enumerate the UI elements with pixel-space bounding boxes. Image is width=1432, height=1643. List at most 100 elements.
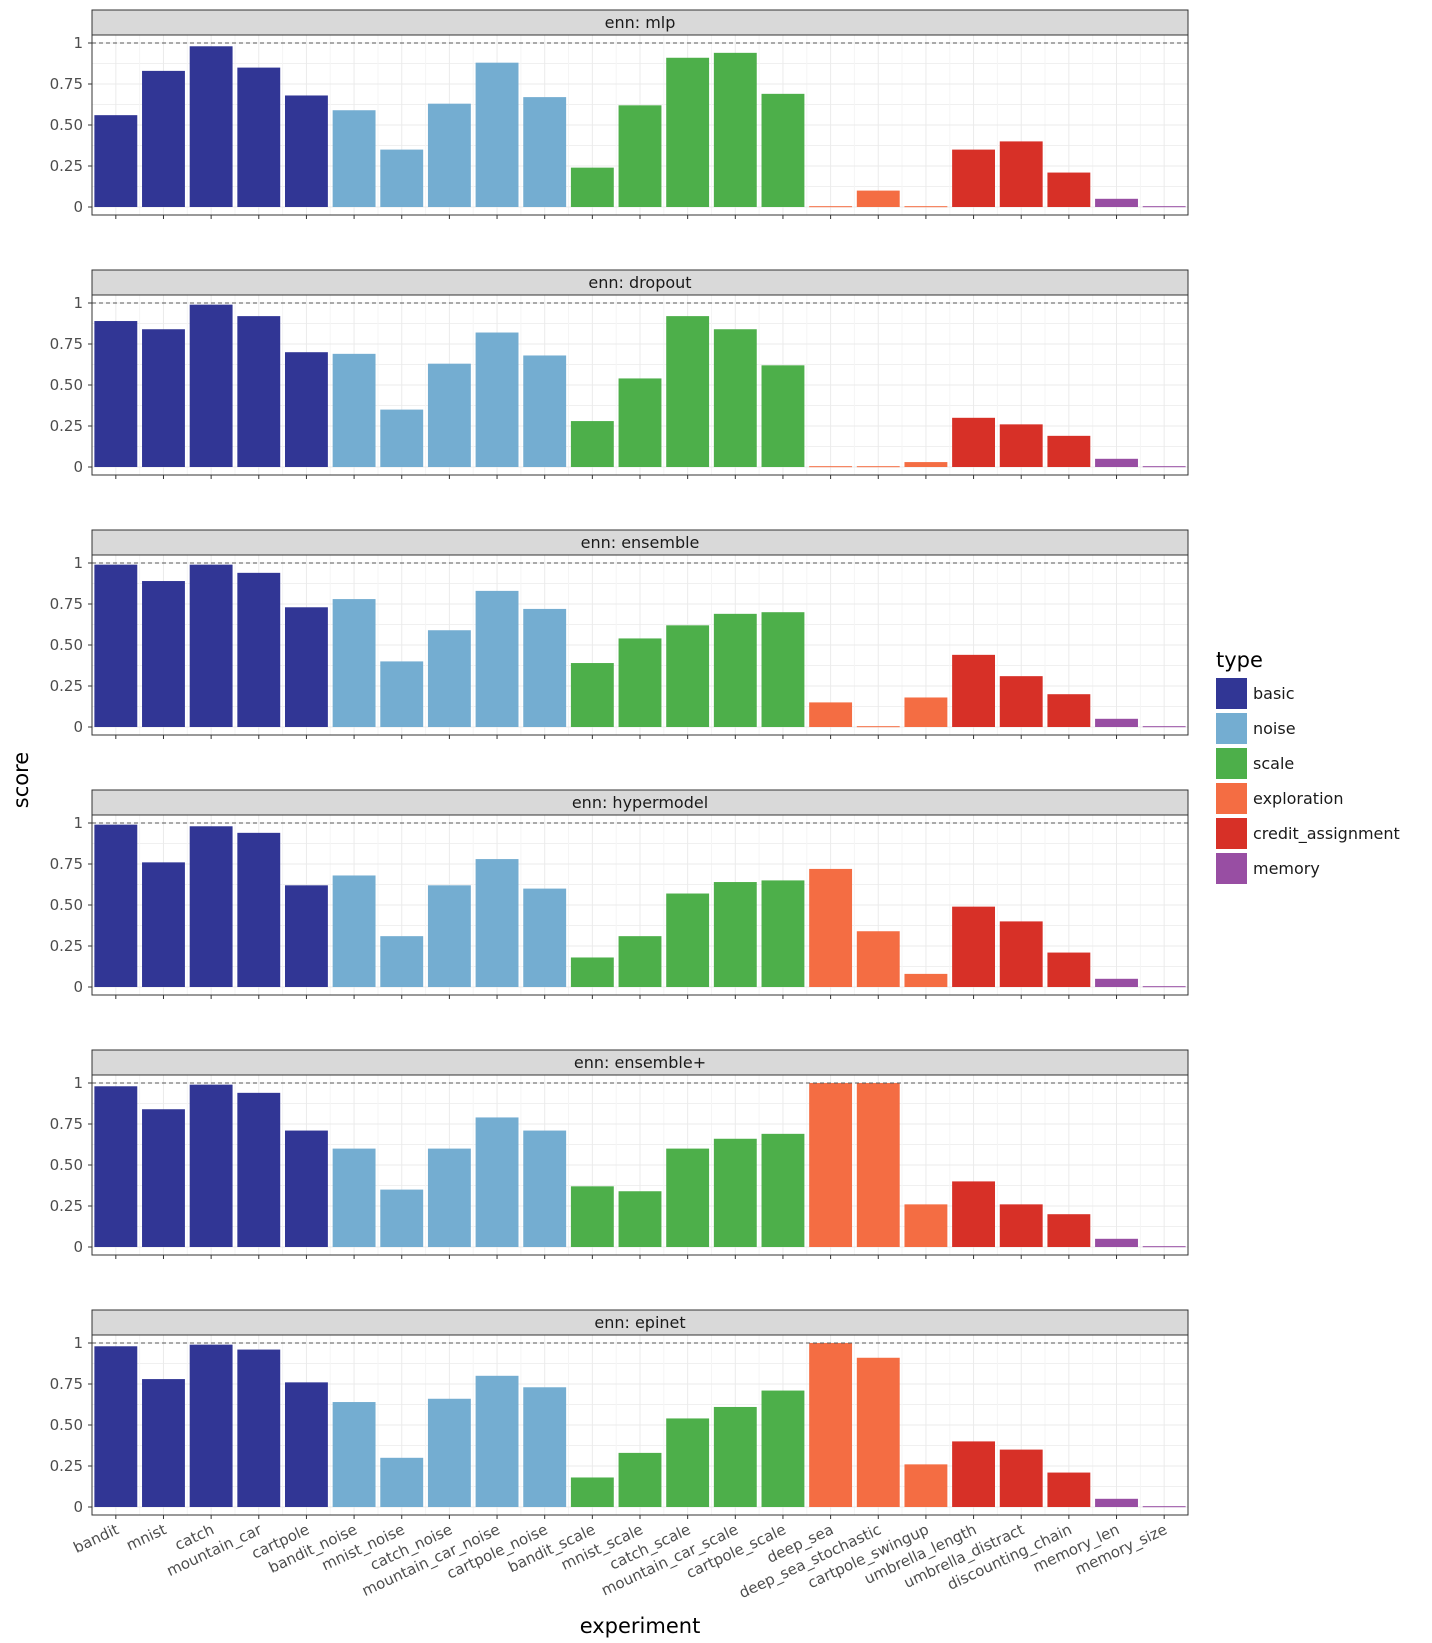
bar (618, 105, 662, 207)
y-tick-label: 0 (73, 1498, 83, 1516)
bar (666, 1148, 710, 1247)
bar (332, 1402, 376, 1507)
bar (284, 607, 328, 727)
bar (237, 1349, 281, 1507)
y-tick-label: 1 (73, 34, 83, 52)
y-tick-label: 0.25 (50, 1197, 83, 1215)
y-tick-label: 0 (73, 198, 83, 216)
bar (1095, 978, 1138, 987)
bar (761, 1133, 805, 1247)
bar (904, 1464, 948, 1507)
bar (809, 1343, 853, 1507)
bar (475, 62, 519, 208)
bar (427, 885, 471, 987)
y-tick-label: 0 (73, 1238, 83, 1256)
panel-border (91, 294, 1189, 476)
bar (475, 590, 519, 727)
bar (761, 93, 805, 207)
bar (237, 832, 281, 987)
bar (94, 321, 138, 467)
y-tick-label: 0 (73, 718, 83, 736)
bar (284, 95, 328, 207)
bar (284, 885, 328, 987)
y-tick-label: 0.75 (50, 335, 83, 353)
bar (904, 973, 948, 987)
bar (475, 1117, 519, 1247)
bar (1095, 718, 1138, 727)
bar (570, 663, 614, 727)
bar (237, 572, 281, 727)
x-tick-label: bandit (71, 1520, 122, 1557)
bar (999, 141, 1043, 207)
bar (761, 612, 805, 727)
bar (618, 1452, 662, 1507)
bar (284, 352, 328, 467)
bar (713, 882, 757, 987)
bar (189, 564, 233, 727)
bar (427, 1148, 471, 1247)
bar (189, 46, 233, 207)
bar (952, 906, 996, 987)
y-tick-label: 0.75 (50, 1115, 83, 1133)
bar (1047, 1472, 1091, 1507)
bar (475, 1375, 519, 1507)
bar (570, 957, 614, 987)
legend-key (1216, 853, 1247, 884)
bar (809, 868, 853, 987)
y-tick-label: 0 (73, 458, 83, 476)
bar (94, 564, 138, 727)
y-tick-label: 0.25 (50, 1457, 83, 1475)
panel-strip (91, 1049, 1189, 1076)
panel-border (91, 1334, 1189, 1516)
bar (237, 1092, 281, 1247)
bar (952, 149, 996, 207)
y-tick-label: 0.75 (50, 855, 83, 873)
bar (94, 1346, 138, 1507)
y-tick-label: 0.50 (50, 376, 83, 394)
y-tick-label: 0.75 (50, 1375, 83, 1393)
bar (189, 826, 233, 987)
bar (761, 880, 805, 987)
bar (142, 581, 185, 727)
x-tick-label: mnist (124, 1520, 170, 1554)
bar (1047, 435, 1091, 467)
bar (380, 409, 424, 467)
bar (94, 1086, 138, 1247)
bar (618, 638, 662, 727)
bar (94, 824, 138, 987)
legend-key (1216, 818, 1247, 849)
bar (1142, 1246, 1186, 1248)
bar (666, 316, 710, 467)
legend: type basic noise scale exploration credit_ass… (1216, 648, 1400, 884)
legend-title: type (1216, 648, 1263, 672)
bar (713, 329, 757, 467)
bar (142, 1109, 185, 1247)
panel-title: enn: dropout (588, 273, 691, 292)
bar (427, 1398, 471, 1507)
bar (380, 1457, 424, 1507)
bar (666, 625, 710, 727)
y-tick-label: 0.50 (50, 896, 83, 914)
bar (237, 67, 281, 207)
legend-label: scale (1253, 754, 1294, 773)
legend-key (1216, 783, 1247, 814)
bar (189, 304, 233, 467)
bar (427, 103, 471, 207)
bar (142, 1379, 185, 1507)
bar (94, 115, 138, 207)
bar (523, 888, 567, 987)
legend-label: exploration (1253, 789, 1343, 808)
panel: enn: ensemble+ 0 0.25 0.50 0.75 1 (50, 1049, 1189, 1259)
bar (952, 1181, 996, 1247)
y-tick-label: 0.25 (50, 677, 83, 695)
y-tick-label: 0 (73, 978, 83, 996)
legend-label: basic (1253, 684, 1295, 703)
bar (999, 1449, 1043, 1507)
panel-border (91, 34, 1189, 216)
y-tick-label: 0.50 (50, 636, 83, 654)
y-tick-label: 1 (73, 554, 83, 572)
panel: enn: hypermodel 0 0.25 0.50 0.75 1 (50, 789, 1189, 999)
panel: enn: mlp 0 0.25 0.50 0.75 1 (50, 9, 1189, 219)
bar (666, 57, 710, 208)
